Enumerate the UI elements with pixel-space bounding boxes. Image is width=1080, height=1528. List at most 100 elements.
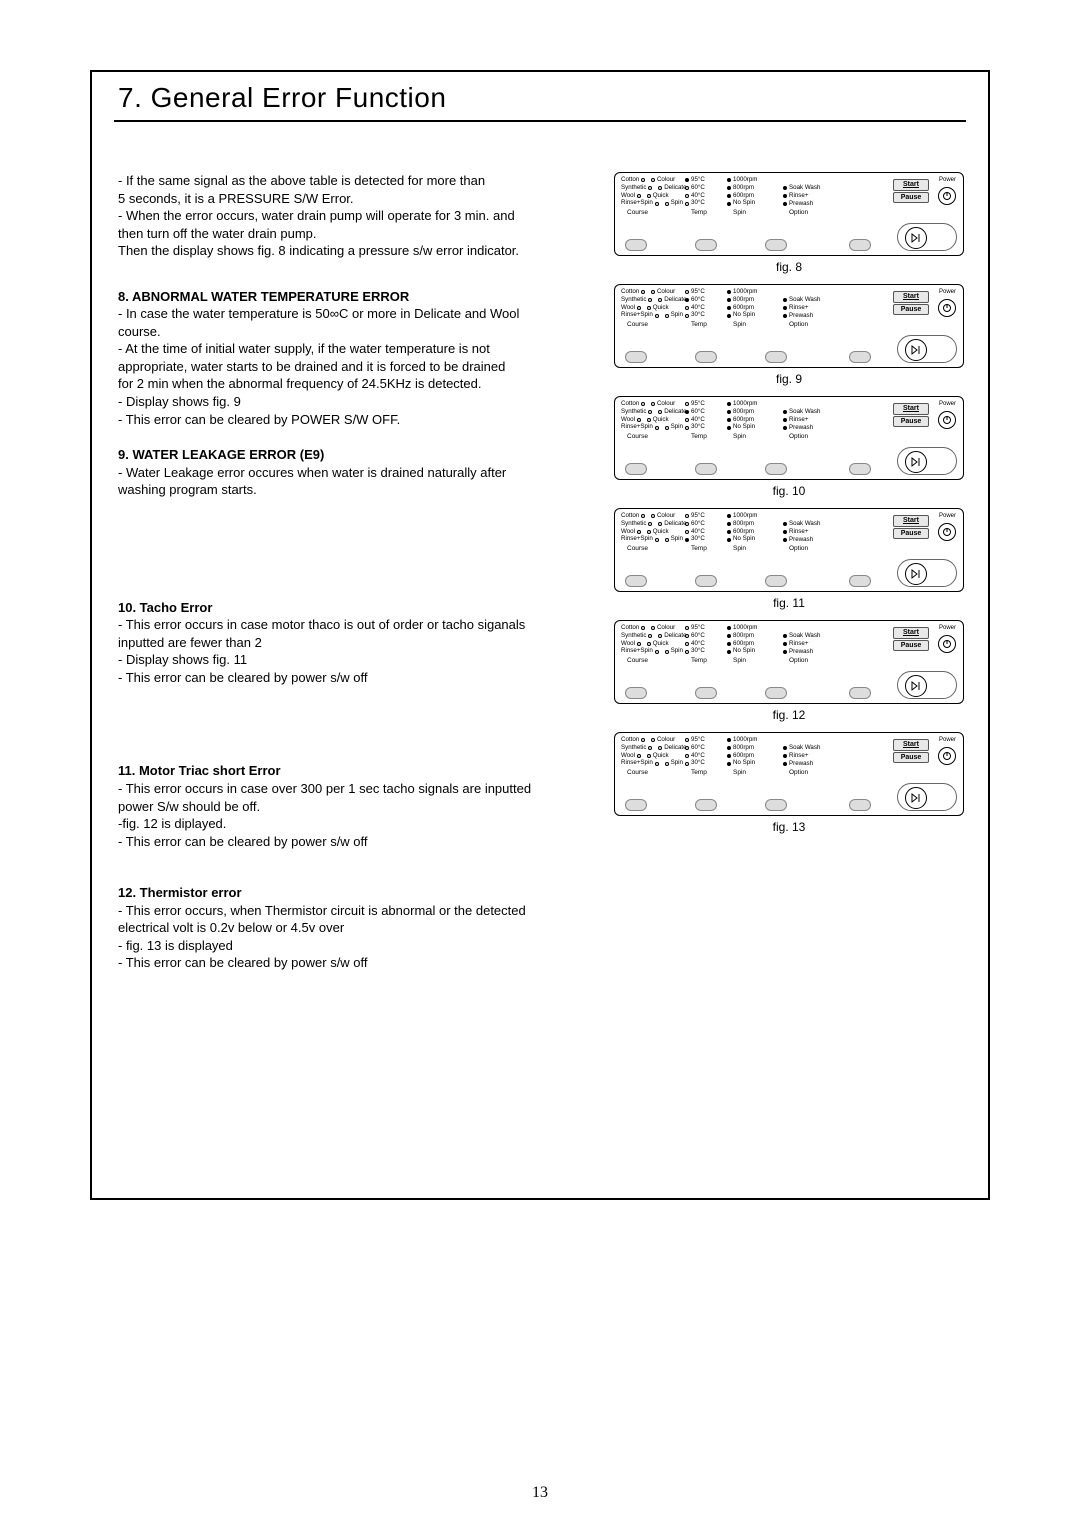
pause-label: Pause (893, 752, 929, 764)
text-line: - At the time of initial water supply, i… (118, 340, 596, 358)
power-icon (938, 747, 956, 765)
text-block: 8. ABNORMAL WATER TEMPERATURE ERROR- In … (118, 288, 596, 428)
panel-button (625, 687, 647, 699)
figure-column: Cotton ColourSynthetic DelicateWool Quic… (614, 172, 964, 986)
panel-button (849, 799, 871, 811)
panel-button (695, 351, 717, 363)
panel-button (695, 687, 717, 699)
text-line: 5 seconds, it is a PRESSURE S/W Error. (118, 190, 596, 208)
figure-caption: fig. 12 (614, 704, 964, 732)
start-label: Start (893, 291, 929, 303)
play-pause-icon (905, 451, 927, 473)
start-label: Start (893, 515, 929, 527)
panel-button (625, 463, 647, 475)
control-panel-figure: Cotton ColourSynthetic DelicateWool Quic… (614, 172, 964, 256)
text-line: - Display shows fig. 11 (118, 651, 596, 669)
text-line: - This error occurs in case over 300 per… (118, 780, 596, 798)
start-label: Start (893, 627, 929, 639)
text-line: - This error can be cleared by power s/w… (118, 954, 596, 972)
text-line: Then the display shows fig. 8 indicating… (118, 242, 596, 260)
panel-button (849, 575, 871, 587)
text-line: appropriate, water starts to be drained … (118, 358, 596, 376)
power-label: Power (939, 625, 956, 632)
panel-button (765, 575, 787, 587)
panel-button (765, 799, 787, 811)
text-line: for 2 min when the abnormal frequency of… (118, 375, 596, 393)
text-line: then turn off the water drain pump. (118, 225, 596, 243)
play-pause-icon (905, 339, 927, 361)
play-pause-icon (905, 675, 927, 697)
figure-caption: fig. 10 (614, 480, 964, 508)
text-block: 11. Motor Triac short Error- This error … (118, 762, 596, 850)
power-icon (938, 299, 956, 317)
content-row: - If the same signal as the above table … (118, 172, 962, 986)
play-pause-icon (905, 787, 927, 809)
play-pause-icon (905, 563, 927, 585)
text-line: - When the error occurs, water drain pum… (118, 207, 596, 225)
panel-button (849, 463, 871, 475)
play-pause-icon (905, 227, 927, 249)
panel-button (765, 463, 787, 475)
panel-button (625, 351, 647, 363)
power-label: Power (939, 401, 956, 408)
control-panel-figure: Cotton ColourSynthetic DelicateWool Quic… (614, 732, 964, 816)
pause-label: Pause (893, 640, 929, 652)
text-line: - fig. 13 is displayed (118, 937, 596, 955)
power-icon (938, 411, 956, 429)
start-label: Start (893, 403, 929, 415)
control-panel-figure: Cotton ColourSynthetic DelicateWool Quic… (614, 620, 964, 704)
panel-button (695, 799, 717, 811)
power-label: Power (939, 737, 956, 744)
text-line: course. (118, 323, 596, 341)
panel-button (765, 239, 787, 251)
panel-button (765, 351, 787, 363)
panel-button (849, 239, 871, 251)
block-heading: 11. Motor Triac short Error (118, 762, 596, 780)
panel-button (765, 687, 787, 699)
text-line: - This error occurs, when Thermistor cir… (118, 902, 596, 920)
panel-button (849, 351, 871, 363)
text-line: - Display shows fig. 9 (118, 393, 596, 411)
power-label: Power (939, 289, 956, 296)
text-block: - If the same signal as the above table … (118, 172, 596, 260)
text-line: - This error can be cleared by POWER S/W… (118, 411, 596, 429)
text-block: 10. Tacho Error- This error occurs in ca… (118, 599, 596, 687)
text-line: - If the same signal as the above table … (118, 172, 596, 190)
start-label: Start (893, 739, 929, 751)
text-line: washing program starts. (118, 481, 596, 499)
panel-button (625, 575, 647, 587)
block-heading: 12. Thermistor error (118, 884, 596, 902)
power-label: Power (939, 177, 956, 184)
panel-button (625, 239, 647, 251)
figure-caption: fig. 11 (614, 592, 964, 620)
block-heading: 8. ABNORMAL WATER TEMPERATURE ERROR (118, 288, 596, 306)
text-block: 9. WATER LEAKAGE ERROR (E9)- Water Leaka… (118, 446, 596, 499)
power-label: Power (939, 513, 956, 520)
control-panel-figure: Cotton ColourSynthetic DelicateWool Quic… (614, 284, 964, 368)
text-line: - This error can be cleared by power s/w… (118, 669, 596, 687)
figure-caption: fig. 8 (614, 256, 964, 284)
panel-button (849, 687, 871, 699)
pause-label: Pause (893, 304, 929, 316)
text-line: -fig. 12 is diplayed. (118, 815, 596, 833)
text-line: - This error occurs in case motor thaco … (118, 616, 596, 634)
block-heading: 9. WATER LEAKAGE ERROR (E9) (118, 446, 596, 464)
section-title: 7. General Error Function (114, 82, 966, 122)
text-column: - If the same signal as the above table … (118, 172, 596, 986)
text-line: power S/w should be off. (118, 798, 596, 816)
text-block: 12. Thermistor error- This error occurs,… (118, 884, 596, 972)
figure-caption: fig. 13 (614, 816, 964, 844)
pause-label: Pause (893, 528, 929, 540)
control-panel-figure: Cotton ColourSynthetic DelicateWool Quic… (614, 508, 964, 592)
power-icon (938, 187, 956, 205)
panel-button (695, 575, 717, 587)
panel-button (625, 799, 647, 811)
text-line: - Water Leakage error occures when water… (118, 464, 596, 482)
power-icon (938, 523, 956, 541)
text-line: inputted are fewer than 2 (118, 634, 596, 652)
figure-caption: fig. 9 (614, 368, 964, 396)
page-frame: 7. General Error Function - If the same … (90, 70, 990, 1200)
text-line: - This error can be cleared by power s/w… (118, 833, 596, 851)
panel-button (695, 463, 717, 475)
control-panel-figure: Cotton ColourSynthetic DelicateWool Quic… (614, 396, 964, 480)
